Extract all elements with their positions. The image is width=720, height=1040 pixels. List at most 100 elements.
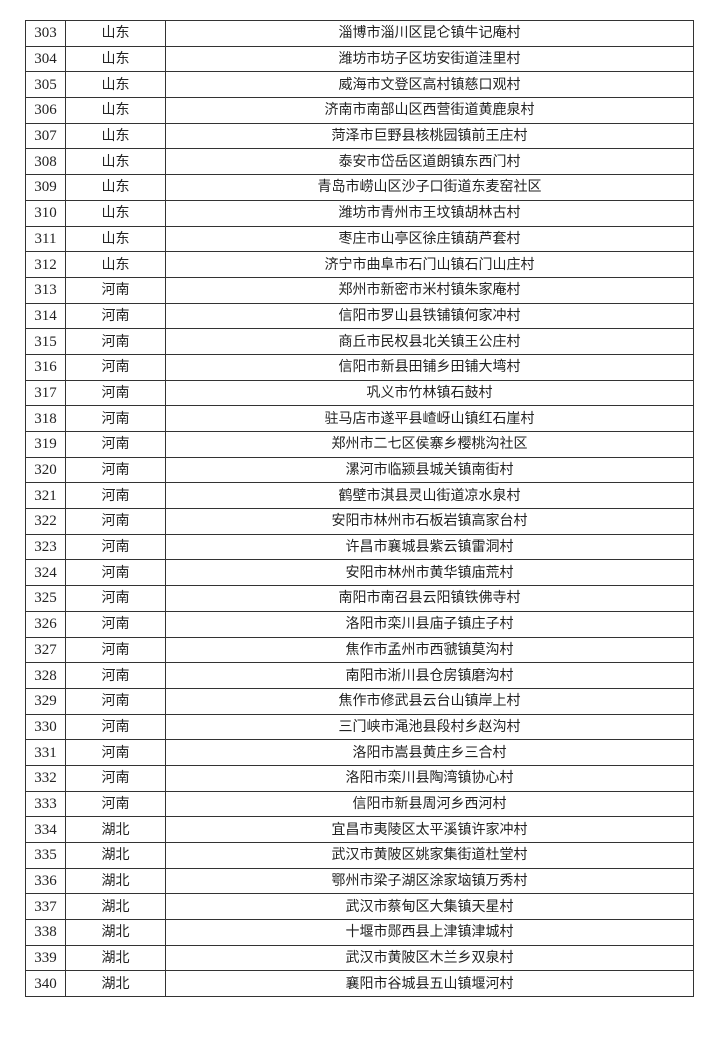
table-row: 315 河南 商丘市民权县北关镇王公庄村 — [25, 328, 694, 355]
row-number: 316 — [25, 353, 66, 381]
province-cell: 山东 — [65, 71, 166, 99]
province-cell: 湖北 — [65, 893, 166, 921]
table-row: 316 河南 信阳市新县田铺乡田铺大塆村 — [25, 353, 694, 381]
province-cell: 河南 — [65, 559, 166, 587]
row-number: 333 — [25, 790, 66, 818]
row-number: 334 — [25, 816, 66, 843]
province-cell: 河南 — [65, 508, 166, 535]
row-number: 310 — [25, 199, 66, 227]
table-row: 314 河南 信阳市罗山县铁铺镇何家冲村 — [25, 302, 694, 330]
row-number: 305 — [25, 71, 66, 99]
village-name-cell: 安阳市林州市黄华镇庙荒村 — [165, 559, 694, 587]
province-cell: 湖北 — [65, 919, 166, 946]
table-row: 309 山东 青岛市崂山区沙子口街道东麦窑社区 — [25, 174, 694, 201]
table-row: 331 河南 洛阳市嵩县黄庄乡三合村 — [25, 739, 694, 766]
province-cell: 河南 — [65, 585, 166, 612]
village-name-cell: 焦作市孟州市西虢镇莫沟村 — [165, 636, 694, 664]
row-number: 306 — [25, 97, 66, 124]
village-name-cell: 商丘市民权县北关镇王公庄村 — [165, 328, 694, 355]
table-row: 325 河南 南阳市南召县云阳镇铁佛寺村 — [25, 585, 694, 612]
village-name-cell: 淄博市淄川区昆仑镇牛记庵村 — [165, 20, 694, 47]
village-name-cell: 焦作市修武县云台山镇岸上村 — [165, 687, 694, 715]
row-number: 304 — [25, 45, 66, 73]
province-cell: 山东 — [65, 199, 166, 227]
village-name-cell: 南阳市淅川县仓房镇磨沟村 — [165, 662, 694, 689]
province-cell: 河南 — [65, 328, 166, 355]
province-cell: 河南 — [65, 482, 166, 510]
row-number: 312 — [25, 251, 66, 278]
village-name-cell: 信阳市新县田铺乡田铺大塆村 — [165, 353, 694, 381]
row-number: 337 — [25, 893, 66, 921]
province-cell: 山东 — [65, 122, 166, 150]
village-name-cell: 漯河市临颍县城关镇南街村 — [165, 456, 694, 484]
table-row: 323 河南 许昌市襄城县紫云镇雷洞村 — [25, 533, 694, 561]
table-row: 308 山东 泰安市岱岳区道朗镇东西门村 — [25, 148, 694, 176]
village-name-cell: 洛阳市嵩县黄庄乡三合村 — [165, 739, 694, 766]
village-name-cell: 威海市文登区高村镇慈口观村 — [165, 71, 694, 99]
province-cell: 河南 — [65, 764, 166, 792]
table-row: 311 山东 枣庄市山亭区徐庄镇葫芦套村 — [25, 225, 694, 253]
province-cell: 河南 — [65, 687, 166, 715]
province-cell: 河南 — [65, 636, 166, 664]
table-row: 333 河南 信阳市新县周河乡西河村 — [25, 790, 694, 818]
province-cell: 湖北 — [65, 816, 166, 843]
table-row: 334 湖北 宜昌市夷陵区太平溪镇许家冲村 — [25, 816, 694, 843]
table-row: 319 河南 郑州市二七区侯寨乡樱桃沟社区 — [25, 431, 694, 458]
village-name-cell: 济宁市曲阜市石门山镇石门山庄村 — [165, 251, 694, 278]
province-cell: 山东 — [65, 45, 166, 73]
row-number: 326 — [25, 610, 66, 638]
village-name-cell: 武汉市蔡甸区大集镇天星村 — [165, 893, 694, 921]
village-name-cell: 驻马店市遂平县嵖岈山镇红石崖村 — [165, 405, 694, 432]
province-cell: 湖北 — [65, 867, 166, 895]
village-name-cell: 信阳市新县周河乡西河村 — [165, 790, 694, 818]
table-row: 306 山东 济南市南部山区西营街道黄鹿泉村 — [25, 97, 694, 124]
row-number: 323 — [25, 533, 66, 561]
table-row: 321 河南 鹤壁市淇县灵山街道凉水泉村 — [25, 482, 694, 510]
province-cell: 河南 — [65, 353, 166, 381]
table-row: 337 湖北 武汉市蔡甸区大集镇天星村 — [25, 893, 694, 921]
table-row: 322 河南 安阳市林州市石板岩镇高家台村 — [25, 508, 694, 535]
row-number: 307 — [25, 122, 66, 150]
row-number: 321 — [25, 482, 66, 510]
province-cell: 山东 — [65, 225, 166, 253]
row-number: 340 — [25, 970, 66, 998]
province-cell: 山东 — [65, 174, 166, 201]
row-number: 325 — [25, 585, 66, 612]
village-name-cell: 潍坊市坊子区坊安街道洼里村 — [165, 45, 694, 73]
row-number: 336 — [25, 867, 66, 895]
row-number: 303 — [25, 20, 66, 47]
table-row: 336 湖北 鄂州市梁子湖区涂家垴镇万秀村 — [25, 867, 694, 895]
village-name-cell: 三门峡市渑池县段村乡赵沟村 — [165, 713, 694, 741]
row-number: 313 — [25, 276, 66, 304]
village-name-cell: 鹤壁市淇县灵山街道凉水泉村 — [165, 482, 694, 510]
table-row: 324 河南 安阳市林州市黄华镇庙荒村 — [25, 559, 694, 587]
village-name-cell: 郑州市新密市米村镇朱家庵村 — [165, 276, 694, 304]
table-row: 307 山东 菏泽市巨野县核桃园镇前王庄村 — [25, 122, 694, 150]
province-cell: 河南 — [65, 739, 166, 766]
province-cell: 河南 — [65, 276, 166, 304]
province-cell: 河南 — [65, 379, 166, 407]
row-number: 339 — [25, 944, 66, 972]
row-number: 318 — [25, 405, 66, 432]
village-name-cell: 南阳市南召县云阳镇铁佛寺村 — [165, 585, 694, 612]
table-row: 338 湖北 十堰市郧西县上津镇津城村 — [25, 919, 694, 946]
row-number: 328 — [25, 662, 66, 689]
province-cell: 山东 — [65, 97, 166, 124]
table-row: 303 山东 淄博市淄川区昆仑镇牛记庵村 — [25, 20, 694, 47]
table-row: 313 河南 郑州市新密市米村镇朱家庵村 — [25, 276, 694, 304]
village-name-cell: 洛阳市栾川县陶湾镇协心村 — [165, 764, 694, 792]
row-number: 324 — [25, 559, 66, 587]
province-cell: 湖北 — [65, 970, 166, 998]
village-name-cell: 菏泽市巨野县核桃园镇前王庄村 — [165, 122, 694, 150]
province-cell: 河南 — [65, 302, 166, 330]
village-name-cell: 潍坊市青州市王坟镇胡林古村 — [165, 199, 694, 227]
table-row: 335 湖北 武汉市黄陂区姚家集街道杜堂村 — [25, 842, 694, 869]
table-row: 340 湖北 襄阳市谷城县五山镇堰河村 — [25, 970, 694, 998]
village-name-cell: 安阳市林州市石板岩镇高家台村 — [165, 508, 694, 535]
village-list-table: 303 山东 淄博市淄川区昆仑镇牛记庵村 304 山东 潍坊市坊子区坊安街道洼里村 305 山… — [25, 20, 694, 998]
table-row: 330 河南 三门峡市渑池县段村乡赵沟村 — [25, 713, 694, 741]
row-number: 319 — [25, 431, 66, 458]
province-cell: 河南 — [65, 790, 166, 818]
province-cell: 山东 — [65, 148, 166, 176]
village-name-cell: 许昌市襄城县紫云镇雷洞村 — [165, 533, 694, 561]
